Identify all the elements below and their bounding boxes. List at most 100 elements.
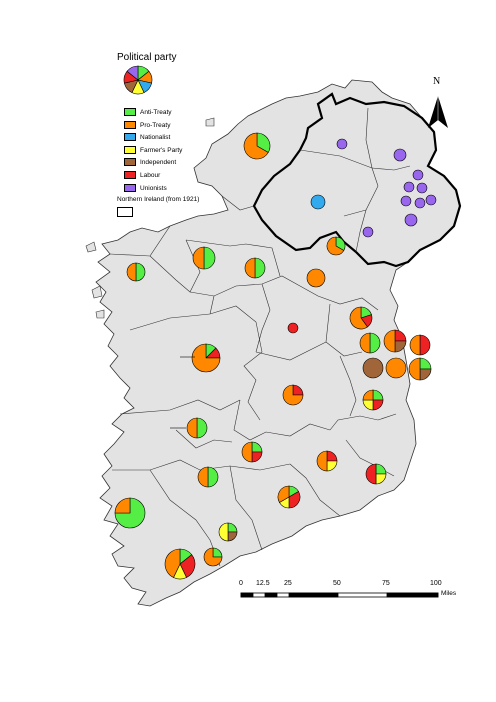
pie-slice <box>419 334 431 356</box>
legend-swatch <box>124 184 136 192</box>
constituency-pie-charts <box>114 132 437 580</box>
constituency-pie <box>197 466 219 488</box>
scale-tick-label: 25 <box>284 580 292 587</box>
pie-slice <box>241 441 253 463</box>
pie-slice <box>408 357 421 381</box>
pie-slice <box>393 148 407 162</box>
constituency-boundaries <box>109 195 397 567</box>
pie-slice <box>362 226 374 238</box>
legend-pie-icon <box>123 65 153 95</box>
constituency-pie <box>383 329 407 353</box>
pie-slice <box>349 306 368 330</box>
legend-swatch <box>124 146 136 154</box>
constituency-pie <box>425 194 437 206</box>
pie-slice <box>197 466 209 488</box>
legend-label: Unionists <box>140 184 167 192</box>
constituency-pie <box>409 334 431 356</box>
pie-slice <box>310 194 326 210</box>
scale-tick-label: 50 <box>333 580 341 587</box>
pie-slice <box>192 246 205 270</box>
constituency-pie <box>362 389 384 411</box>
pie-slice <box>416 182 428 194</box>
legend-item-nationalist: Nationalist <box>124 132 170 142</box>
pie-slice <box>306 268 326 288</box>
north-arrow-icon <box>428 96 448 128</box>
island <box>85 241 97 253</box>
pie-slice <box>191 343 221 373</box>
scale-tick-label: 75 <box>382 580 390 587</box>
constituency-pie <box>287 322 299 334</box>
pie-slice <box>243 132 269 160</box>
constituency-pie <box>326 236 346 256</box>
pie-slice <box>365 463 377 485</box>
pie-slice <box>336 138 348 150</box>
pie-slice <box>207 466 219 488</box>
constituency-pie <box>400 195 412 207</box>
pie-slice <box>419 368 432 381</box>
pie-slice <box>383 329 396 353</box>
pie-slice <box>287 322 299 334</box>
pie-slice <box>362 357 384 379</box>
constituency-pie <box>164 548 196 580</box>
constituency-pie <box>191 343 221 373</box>
scale-tick-label: 12.5 <box>256 580 270 587</box>
pie-slice <box>394 329 407 342</box>
leader-lines <box>170 356 195 429</box>
legend-swatch <box>124 158 136 166</box>
island <box>95 309 105 319</box>
constituency-pie <box>282 384 304 406</box>
scale-tick-label: 0 <box>239 580 243 587</box>
pie-slice <box>288 491 301 509</box>
constituency-pie <box>412 169 424 181</box>
pie-slice <box>282 384 304 406</box>
pie-slice <box>414 197 426 209</box>
constituency-pie <box>126 262 146 282</box>
pie-slice <box>369 332 381 354</box>
pie-slice <box>403 181 415 193</box>
pie-slice <box>186 417 198 439</box>
scale-unit-label: Miles <box>441 590 457 597</box>
pie-slice <box>126 262 137 282</box>
constituency-pie <box>114 497 146 529</box>
pie-slice <box>425 194 437 206</box>
pie-slice <box>135 262 146 282</box>
pie-slice <box>179 554 196 578</box>
constituency-pie <box>359 332 381 354</box>
legend-label: Farmer's Party <box>140 146 183 154</box>
legend-item-pro-treaty: Pro-Treaty <box>124 120 170 130</box>
pie-slice <box>362 389 374 401</box>
legend-label: Anti-Treaty <box>140 108 172 116</box>
north-arrow-label: N <box>433 76 441 87</box>
constituency-pie <box>241 441 263 463</box>
pie-slice <box>277 485 290 503</box>
legend-swatch <box>124 171 136 179</box>
island <box>205 117 215 127</box>
constituency-pie <box>336 138 348 150</box>
constituency-pie <box>310 194 326 210</box>
pie-slice <box>400 195 412 207</box>
pie-slice <box>164 548 181 578</box>
constituency-pie <box>186 417 208 439</box>
constituency-pie <box>192 246 216 270</box>
constituency-pie <box>362 226 374 238</box>
legend-swatch <box>124 108 136 116</box>
pie-slice <box>359 332 371 354</box>
legend-ni-border-swatch <box>117 207 133 217</box>
legend-item-anti-treaty: Anti-Treaty <box>124 107 172 117</box>
pie-slice <box>326 236 345 256</box>
constituency-pie <box>365 463 387 485</box>
pie-slice <box>316 450 328 472</box>
legend-ni-label: Northern Ireland (from 1921) <box>117 196 200 203</box>
pie-slice <box>385 357 407 379</box>
northern-ireland-border <box>252 92 462 268</box>
constituency-pie <box>316 450 338 472</box>
pie-slice <box>409 334 421 356</box>
pie-slice <box>114 497 131 514</box>
pie-slice <box>419 357 432 370</box>
legend-label: Independent <box>140 158 177 166</box>
scale-bar <box>240 592 439 598</box>
constituency-pie <box>362 357 384 379</box>
legend-swatch <box>124 121 136 129</box>
constituency-pie <box>349 306 373 330</box>
